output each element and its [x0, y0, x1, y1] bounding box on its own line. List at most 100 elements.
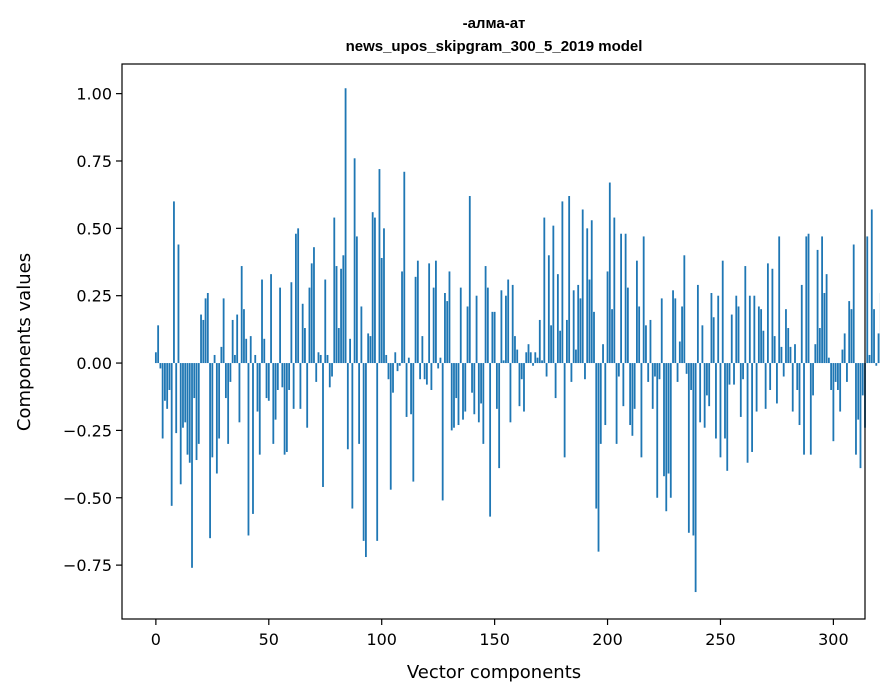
bar-134: [457, 363, 460, 426]
bar-59: [288, 363, 291, 390]
bar-186: [575, 349, 577, 364]
bar-269: [762, 330, 765, 364]
bar-258: [737, 306, 740, 364]
bar-26: [213, 354, 216, 364]
bar-301: [834, 363, 837, 382]
bar-227: [667, 363, 670, 474]
y-tick-label: 1.00: [76, 85, 112, 104]
bar-285: [798, 363, 801, 426]
bar-300: [832, 363, 835, 442]
bar-13: [184, 363, 187, 423]
bar-204: [615, 363, 618, 444]
bar-190: [584, 363, 586, 380]
bar-22: [204, 298, 207, 364]
bar-21: [202, 319, 205, 364]
bar-25: [211, 363, 214, 458]
bar-192: [588, 279, 591, 364]
bar-43: [252, 363, 254, 514]
bar-266: [755, 363, 758, 412]
bar-127: [441, 363, 444, 501]
bar-79: [333, 217, 336, 364]
bar-273: [771, 268, 774, 364]
x-tick-label: 50: [259, 630, 279, 649]
bar-156: [507, 279, 510, 364]
bar-52: [272, 363, 275, 444]
bar-80: [335, 266, 338, 364]
bar-106: [394, 352, 397, 364]
bar-306: [846, 363, 848, 382]
bar-163: [523, 363, 525, 412]
bar-293: [816, 249, 819, 364]
x-tick-label: 300: [818, 630, 849, 649]
bar-193: [590, 220, 593, 364]
bar-160: [516, 349, 519, 364]
bar-30: [222, 298, 225, 364]
bar-107: [396, 363, 399, 372]
bar-253: [726, 363, 729, 471]
bar-229: [672, 290, 674, 364]
bar-198: [602, 344, 604, 364]
bar-191: [586, 228, 589, 364]
bar-318: [873, 309, 875, 364]
bar-46: [258, 363, 261, 455]
bar-37: [238, 363, 241, 423]
bar-119: [423, 363, 426, 380]
bar-174: [547, 255, 550, 364]
bar-24: [209, 363, 211, 539]
bar-234: [683, 255, 686, 364]
bar-95: [369, 336, 372, 364]
bar-201: [608, 182, 611, 364]
bar-232: [678, 341, 681, 364]
bar-194: [593, 311, 595, 364]
bar-96: [371, 212, 374, 364]
bar-286: [800, 284, 803, 364]
bar-35: [234, 354, 236, 364]
bar-230: [674, 298, 677, 364]
bar-32: [227, 363, 230, 444]
y-axis-ticks: −0.75 −0.50 −0.25 0.00 0.25 0.50 0.75 1.00: [63, 85, 122, 575]
bar-216: [642, 236, 645, 364]
bar-33: [229, 363, 232, 382]
bar-311: [857, 363, 860, 420]
bar-240: [696, 284, 699, 364]
bar-42: [249, 336, 252, 364]
bar-297: [825, 274, 828, 364]
bar-222: [656, 363, 659, 498]
bar-251: [721, 260, 724, 364]
bar-155: [505, 295, 507, 364]
bar-11: [179, 363, 182, 485]
x-axis-ticks: 0 50 100 150 200 250 300: [151, 619, 849, 649]
bar-3: [161, 363, 164, 439]
bar-69: [310, 263, 313, 364]
bar-294: [818, 328, 821, 364]
bar-298: [827, 357, 830, 364]
bar-238: [692, 363, 695, 536]
x-tick-label: 250: [705, 630, 736, 649]
bar-248: [715, 363, 717, 439]
bar-180: [561, 201, 564, 364]
bar-312: [859, 363, 862, 469]
bar-158: [511, 284, 514, 364]
bar-97: [374, 217, 376, 364]
bar-199: [604, 363, 607, 426]
bar-177: [554, 363, 557, 399]
y-tick-label: −0.25: [63, 421, 112, 440]
bar-299: [830, 363, 833, 390]
bar-205: [617, 363, 620, 377]
bar-175: [550, 325, 552, 364]
bar-93: [365, 363, 367, 558]
bar-206: [620, 233, 622, 364]
bar-118: [421, 336, 424, 364]
bar-255: [730, 314, 733, 364]
bar-270: [764, 363, 767, 409]
bar-317: [870, 209, 873, 364]
bar-86: [349, 338, 351, 364]
chart-subtitle: news_upos_skipgram_300_5_2019 model: [346, 38, 643, 55]
bar-224: [660, 298, 663, 364]
bar-126: [439, 357, 442, 364]
bar-296: [823, 293, 826, 364]
y-tick-label: 0.25: [76, 287, 112, 306]
bar-68: [308, 287, 311, 364]
bar-101: [383, 228, 385, 364]
bar-137: [464, 363, 467, 412]
